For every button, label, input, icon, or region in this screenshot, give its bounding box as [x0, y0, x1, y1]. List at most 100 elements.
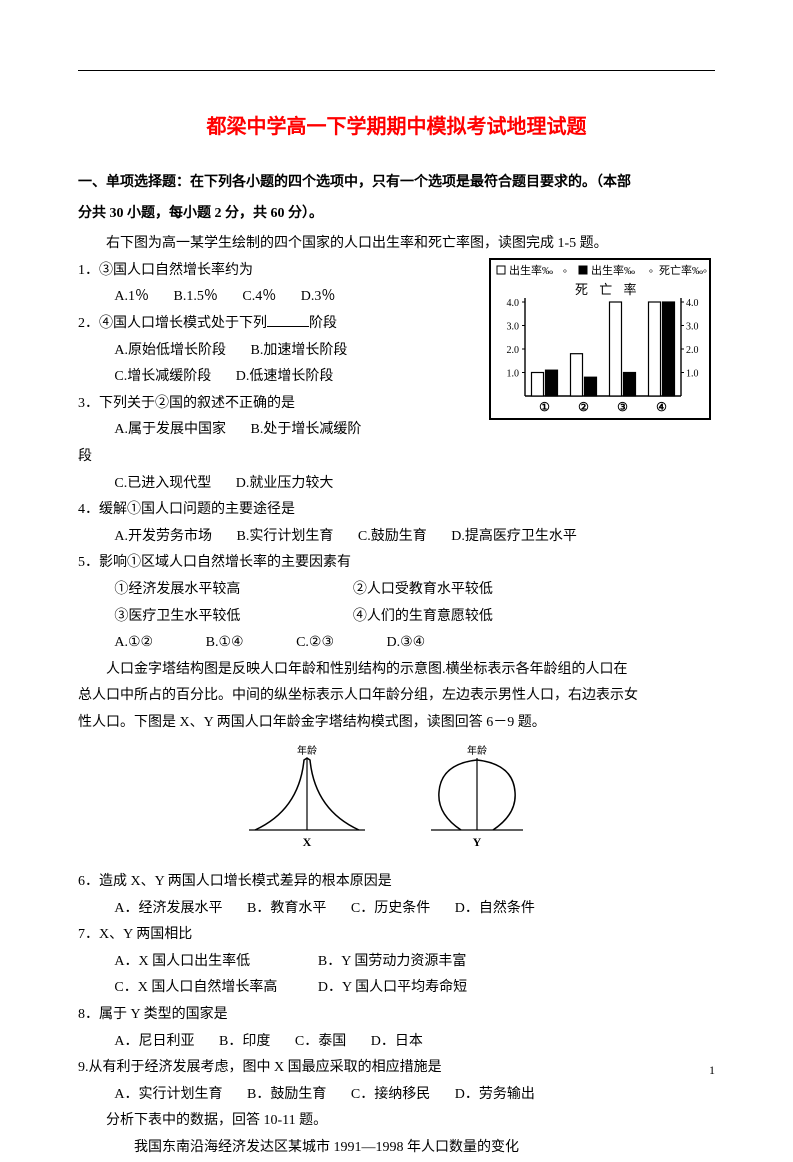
page-title: 都梁中学高一下学期期中模拟考试地理试题	[78, 108, 715, 146]
q4-opt-b: B.实行计划生育	[237, 524, 334, 551]
q8-opt-d: D．日本	[371, 1029, 423, 1056]
q1-stem: 1．③国人口自然增长率约为	[78, 263, 253, 278]
q6-opt-a: A．经济发展水平	[114, 896, 222, 923]
q3-opt-d: D.就业压力较大	[236, 471, 334, 498]
q2-options-row1: A.原始低增长阶段 B.加速增长阶段	[78, 338, 458, 365]
blank-fill	[267, 313, 309, 327]
q2-opt-d: D.低速增长阶段	[236, 364, 334, 391]
q2-stem-a: 2．④国人口增长模式处于下列	[78, 316, 267, 331]
q9-options: A．实行计划生育 B．鼓励生育 C．接纳移民 D．劳务输出	[78, 1082, 715, 1109]
q4-opt-c: C.鼓励生育	[358, 524, 427, 551]
q9-opt-d: D．劳务输出	[455, 1082, 535, 1109]
question-7: 7．X、Y 两国相比	[78, 922, 715, 949]
q9-opt-c: C．接纳移民	[351, 1082, 430, 1109]
q6-opt-c: C．历史条件	[351, 896, 430, 923]
q7-options-row1: A．X 国人口出生率低 B．Y 国劳动力资源丰富	[78, 949, 715, 976]
svg-text:2.0: 2.0	[507, 345, 520, 356]
pyramid-y-label: Y	[472, 835, 481, 849]
svg-text:死亡率‰: 死亡率‰	[659, 263, 703, 277]
pyramid-age-label-x: 年龄	[297, 744, 317, 757]
q8-opt-a: A．尼日利亚	[114, 1029, 194, 1056]
q4-options: A.开发劳务市场 B.实行计划生育 C.鼓励生育 D.提高医疗卫生水平	[78, 524, 715, 551]
q3-opt-b: B.处于增长减缓阶	[251, 417, 362, 444]
section-header-line1: 一、单项选择题：在下列各小题的四个选项中，只有一个选项是最符合题目要求的。（本部	[78, 170, 715, 197]
q5-opt-b: B.①④	[206, 630, 244, 657]
q1-opt-b: B.1.5％	[174, 284, 218, 311]
pyramid-svg: 年龄 X 年龄 Y	[217, 742, 577, 852]
pyramid-diagrams: 年龄 X 年龄 Y	[78, 742, 715, 863]
q5-sub4: ④人们的生育意愿较低	[353, 604, 493, 631]
q1-opt-d: D.3％	[301, 284, 336, 311]
svg-text:①: ①	[539, 400, 550, 414]
q7-opt-b: B．Y 国劳动力资源丰富	[318, 949, 518, 976]
q7-opt-a: A．X 国人口出生率低	[114, 949, 314, 976]
page-number: 1	[709, 1059, 715, 1082]
q2-opt-a: A.原始低增长阶段	[114, 338, 226, 365]
q5-opt-d: D.③④	[387, 630, 426, 657]
q4-opt-a: A.开发劳务市场	[114, 524, 212, 551]
question-8: 8．属于 Y 类型的国家是	[78, 1002, 715, 1029]
top-rule	[78, 70, 715, 71]
passage2-line2: 总人口中所占的百分比。中间的纵坐标表示人口年龄分组，左边表示男性人口，右边表示女	[78, 683, 715, 710]
birth-death-chart: 出生率‰。出生率‰。死亡率‰。死 亡 率1.01.02.02.03.03.04.…	[489, 258, 711, 420]
q8-stem: 8．属于 Y 类型的国家是	[78, 1007, 228, 1022]
q4-stem: 4．缓解①国人口问题的主要途径是	[78, 502, 295, 517]
q2-stem-b: 阶段	[309, 316, 337, 331]
q5-sub3: ③医疗卫生水平较低	[114, 604, 314, 631]
q2-options-row2: C.增长减缓阶段 D.低速增长阶段	[78, 364, 458, 391]
q6-opt-d: D．自然条件	[455, 896, 535, 923]
pyramid-age-label-y: 年龄	[467, 744, 487, 757]
q3-opt-b-cont: 段	[78, 444, 715, 471]
svg-text:③: ③	[617, 400, 628, 414]
q7-stem: 7．X、Y 两国相比	[78, 927, 192, 942]
q7-options-row2: C．X 国人口自然增长率高 D．Y 国人口平均寿命短	[78, 975, 715, 1002]
q5-sub2: ②人口受教育水平较低	[353, 577, 493, 604]
q3-stem: 3．下列关于②国的叙述不正确的是	[78, 396, 295, 411]
svg-text:死 亡 率: 死 亡 率	[575, 282, 641, 297]
svg-text:3.0: 3.0	[507, 322, 520, 333]
q9-stem: 9.从有利于经济发展考虑，图中 X 国最应采取的相应措施是	[78, 1060, 442, 1075]
q5-options: A.①② B.①④ C.②③ D.③④	[78, 630, 715, 657]
q5-stem: 5．影响①区域人口自然增长率的主要因素有	[78, 555, 351, 570]
section-header-line2: 分共 30 小题，每小题 2 分，共 60 分）。	[78, 201, 715, 228]
question-9: 9.从有利于经济发展考虑，图中 X 国最应采取的相应措施是	[78, 1055, 715, 1082]
q9-opt-a: A．实行计划生育	[114, 1082, 222, 1109]
q8-opt-c: C．泰国	[295, 1029, 346, 1056]
svg-text:出生率‰: 出生率‰	[591, 263, 635, 277]
q5-opt-a: A.①②	[114, 630, 153, 657]
q1-opt-a: A.1％	[114, 284, 149, 311]
q6-stem: 6．造成 X、Y 两国人口增长模式差异的根本原因是	[78, 874, 392, 889]
q2-opt-b: B.加速增长阶段	[251, 338, 348, 365]
q3-options-row1: A.属于发展中国家 B.处于增长减缓阶	[78, 417, 458, 444]
svg-text:出生率‰: 出生率‰	[509, 263, 553, 277]
chart1-svg: 出生率‰。出生率‰。死亡率‰。死 亡 率1.01.02.02.03.03.04.…	[491, 260, 709, 418]
q1-opt-c: C.4％	[242, 284, 276, 311]
svg-text:②: ②	[578, 400, 589, 414]
svg-text:2.0: 2.0	[686, 345, 699, 356]
q6-opt-b: B．教育水平	[247, 896, 326, 923]
q6-options: A．经济发展水平 B．教育水平 C．历史条件 D．自然条件	[78, 896, 715, 923]
svg-text:。: 。	[649, 264, 659, 275]
q2-opt-c: C.增长减缓阶段	[114, 364, 211, 391]
q5-sub1: ①经济发展水平较高	[114, 577, 314, 604]
intro-text: 右下图为高一某学生绘制的四个国家的人口出生率和死亡率图，读图完成 1-5 题。	[78, 231, 715, 258]
q5-subs-row1: ①经济发展水平较高 ②人口受教育水平较低	[78, 577, 715, 604]
svg-text:4.0: 4.0	[686, 298, 699, 309]
q7-opt-d: D．Y 国人口平均寿命短	[318, 975, 518, 1002]
pyramid-x-label: X	[302, 835, 311, 849]
q8-options: A．尼日利亚 B．印度 C．泰国 D．日本	[78, 1029, 715, 1056]
q5-opt-c: C.②③	[296, 630, 334, 657]
q4-opt-d: D.提高医疗卫生水平	[451, 524, 577, 551]
q8-opt-b: B．印度	[219, 1029, 270, 1056]
question-6: 6．造成 X、Y 两国人口增长模式差异的根本原因是	[78, 869, 715, 896]
question-5: 5．影响①区域人口自然增长率的主要因素有	[78, 550, 715, 577]
svg-text:4.0: 4.0	[507, 298, 520, 309]
q3-options-row2: C.已进入现代型 D.就业压力较大	[78, 471, 458, 498]
passage2-line1: 人口金字塔结构图是反映人口年龄和性别结构的示意图.横坐标表示各年龄组的人口在	[78, 657, 715, 684]
q5-subs-row2: ③医疗卫生水平较低 ④人们的生育意愿较低	[78, 604, 715, 631]
svg-text:。: 。	[563, 264, 573, 275]
svg-text:1.0: 1.0	[686, 369, 699, 380]
q9-opt-b: B．鼓励生育	[247, 1082, 326, 1109]
svg-text:3.0: 3.0	[686, 322, 699, 333]
question-4: 4．缓解①国人口问题的主要途径是	[78, 497, 715, 524]
